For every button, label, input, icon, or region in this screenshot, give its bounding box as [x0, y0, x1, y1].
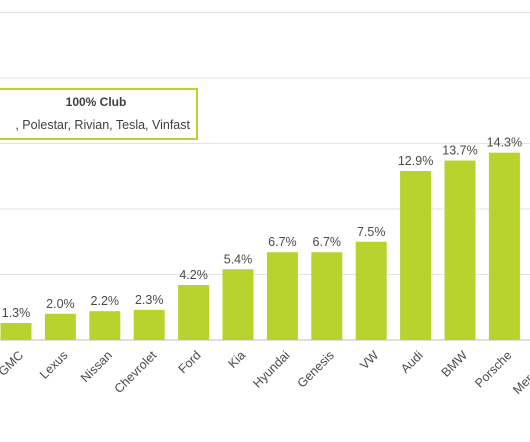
value-label-chevrolet: 2.3% [135, 293, 164, 307]
club-annotation-box: 100% Club , Polestar, Rivian, Tesla, Vin… [0, 88, 198, 140]
category-label-vw: VW [357, 348, 381, 372]
value-label-audi: 12.9% [398, 154, 433, 168]
bar-porsche [488, 152, 520, 340]
value-label-gmc: 1.3% [2, 306, 31, 320]
category-label-porsche: Porsche [472, 348, 514, 390]
bar-kia [222, 269, 254, 340]
bar-bmw [444, 160, 476, 340]
category-label-kia: Kia [225, 348, 248, 371]
category-label-genesis: Genesis [295, 348, 337, 390]
bar-ford [178, 284, 210, 340]
bars [0, 152, 520, 340]
gridlines [0, 12, 530, 341]
bar-nissan [89, 311, 121, 340]
club-title: 100% Club [65, 95, 127, 109]
value-label-porsche: 14.3% [487, 136, 522, 150]
category-label-chevrolet: Chevrolet [112, 348, 160, 396]
category-label-hyundai: Hyundai [250, 348, 292, 390]
bar-vw [355, 241, 387, 340]
category-label-ford: Ford [176, 348, 204, 376]
value-label-bmw: 13.7% [442, 144, 477, 158]
value-labels: 1.3% 2.0% 2.2% 2.3% 4.2% 5.4% 6.7% 6.7% 7.5% 12.9… [2, 136, 522, 320]
bar-audi [400, 171, 432, 340]
value-label-hyundai: 6.7% [268, 235, 297, 249]
category-label-gmc: GMC [0, 348, 26, 379]
category-label-nissan: Nissan [78, 348, 115, 385]
club-members: , Polestar, Rivian, Tesla, Vinfast [15, 118, 190, 132]
value-label-vw: 7.5% [357, 225, 386, 239]
bar-lexus [44, 313, 76, 340]
category-label-audi: Audi [398, 348, 426, 376]
category-label-mercedes: Mercedes [510, 348, 530, 397]
category-label-bmw: BMW [439, 348, 471, 380]
bar-hyundai [266, 252, 298, 340]
bar-gmc [0, 322, 32, 340]
value-label-ford: 4.2% [179, 268, 208, 282]
value-label-nissan: 2.2% [91, 294, 120, 308]
value-label-kia: 5.4% [224, 252, 253, 266]
value-label-lexus: 2.0% [46, 297, 75, 311]
category-label-lexus: Lexus [37, 348, 70, 381]
bar-genesis [311, 252, 343, 340]
bar-chevrolet [133, 309, 165, 340]
value-label-genesis: 6.7% [313, 235, 342, 249]
